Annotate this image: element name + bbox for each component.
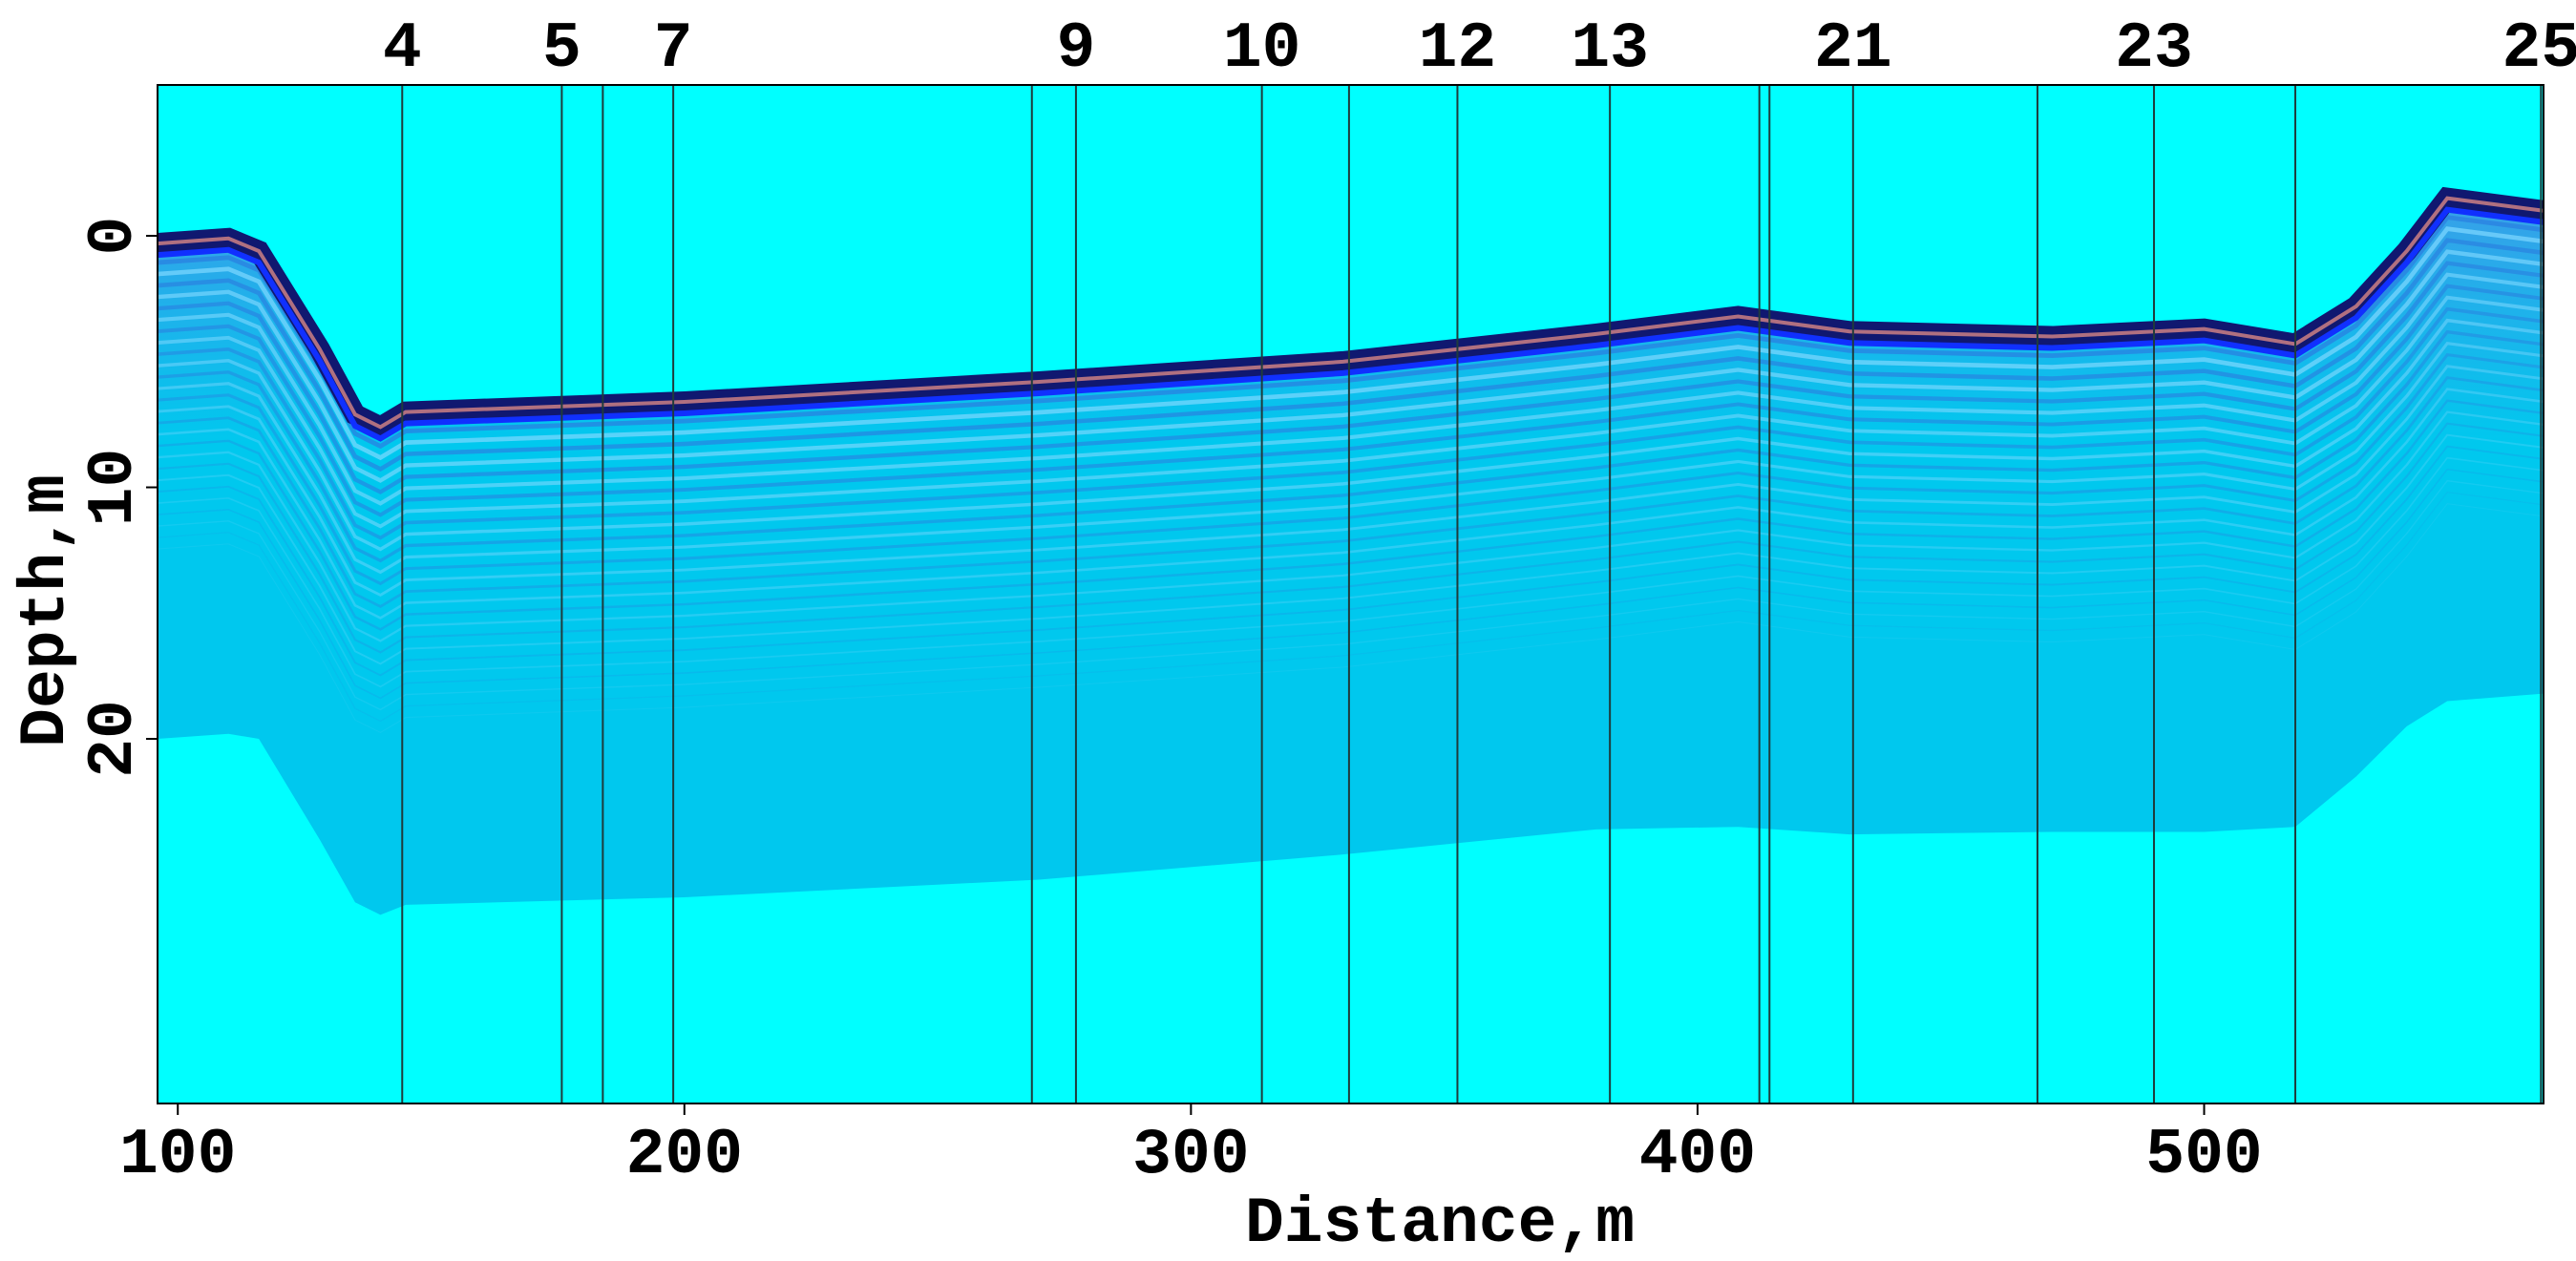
x-tick-label: 200 [626, 1119, 743, 1192]
marker-label: 21 [1814, 12, 1892, 86]
marker-label: 5 [542, 12, 581, 86]
marker-label: 13 [1571, 12, 1649, 86]
reflection-stripe [158, 376, 2544, 608]
y-axis-title: Depth,m [10, 474, 83, 747]
marker-label: 10 [1223, 12, 1301, 86]
surface-blue [158, 206, 2544, 442]
marker-label: 4 [383, 12, 422, 86]
reflection-stripe [158, 238, 2544, 472]
plot-frame [157, 84, 2544, 1104]
reflection-stripe [158, 306, 2544, 540]
reflection-stripe [158, 422, 2544, 654]
y-tick-label: 0 [77, 217, 151, 256]
reflection-stripe [158, 272, 2544, 506]
reflection-stripe [158, 479, 2544, 711]
y-tick-label: 20 [77, 700, 151, 778]
x-axis-title: Distance,m [1245, 1187, 1635, 1261]
marker-label: 7 [654, 12, 693, 86]
reflection-stripe [158, 468, 2544, 700]
marker-label: 9 [1057, 12, 1096, 86]
reflection-stripe [158, 456, 2544, 688]
reflection-stripe [158, 433, 2544, 665]
reflection-stripe [158, 491, 2544, 723]
reflection-stripe [158, 261, 2544, 494]
signal-area [158, 190, 2544, 915]
reflection-stripe [158, 410, 2544, 642]
reflection-stripe [158, 399, 2544, 631]
reflection-stripe [158, 329, 2544, 563]
marker-label: 23 [2115, 12, 2193, 86]
x-tick-label: 400 [1639, 1119, 1756, 1192]
reflection-stripe [158, 365, 2544, 598]
reflection-stripe [158, 295, 2544, 529]
surface-core [158, 196, 2544, 430]
marker-label: 25 [2502, 12, 2576, 86]
reflection-stripe [158, 284, 2544, 517]
x-tick-label: 100 [119, 1119, 236, 1192]
reflection-stripe [158, 388, 2544, 620]
reflection-stripe [158, 445, 2544, 677]
reflection-stripe [158, 318, 2544, 552]
reflection-stripe [158, 249, 2544, 483]
reflection-stripe [158, 341, 2544, 575]
x-tick-label: 300 [1132, 1119, 1249, 1192]
reflection-stripe [158, 503, 2544, 734]
y-tick-label: 10 [77, 449, 151, 527]
x-tick-label: 500 [2145, 1119, 2262, 1192]
reflection-stripe [158, 353, 2544, 586]
marker-label: 12 [1419, 12, 1497, 86]
reflection-stripe [158, 226, 2544, 461]
plot-area [158, 186, 2544, 915]
